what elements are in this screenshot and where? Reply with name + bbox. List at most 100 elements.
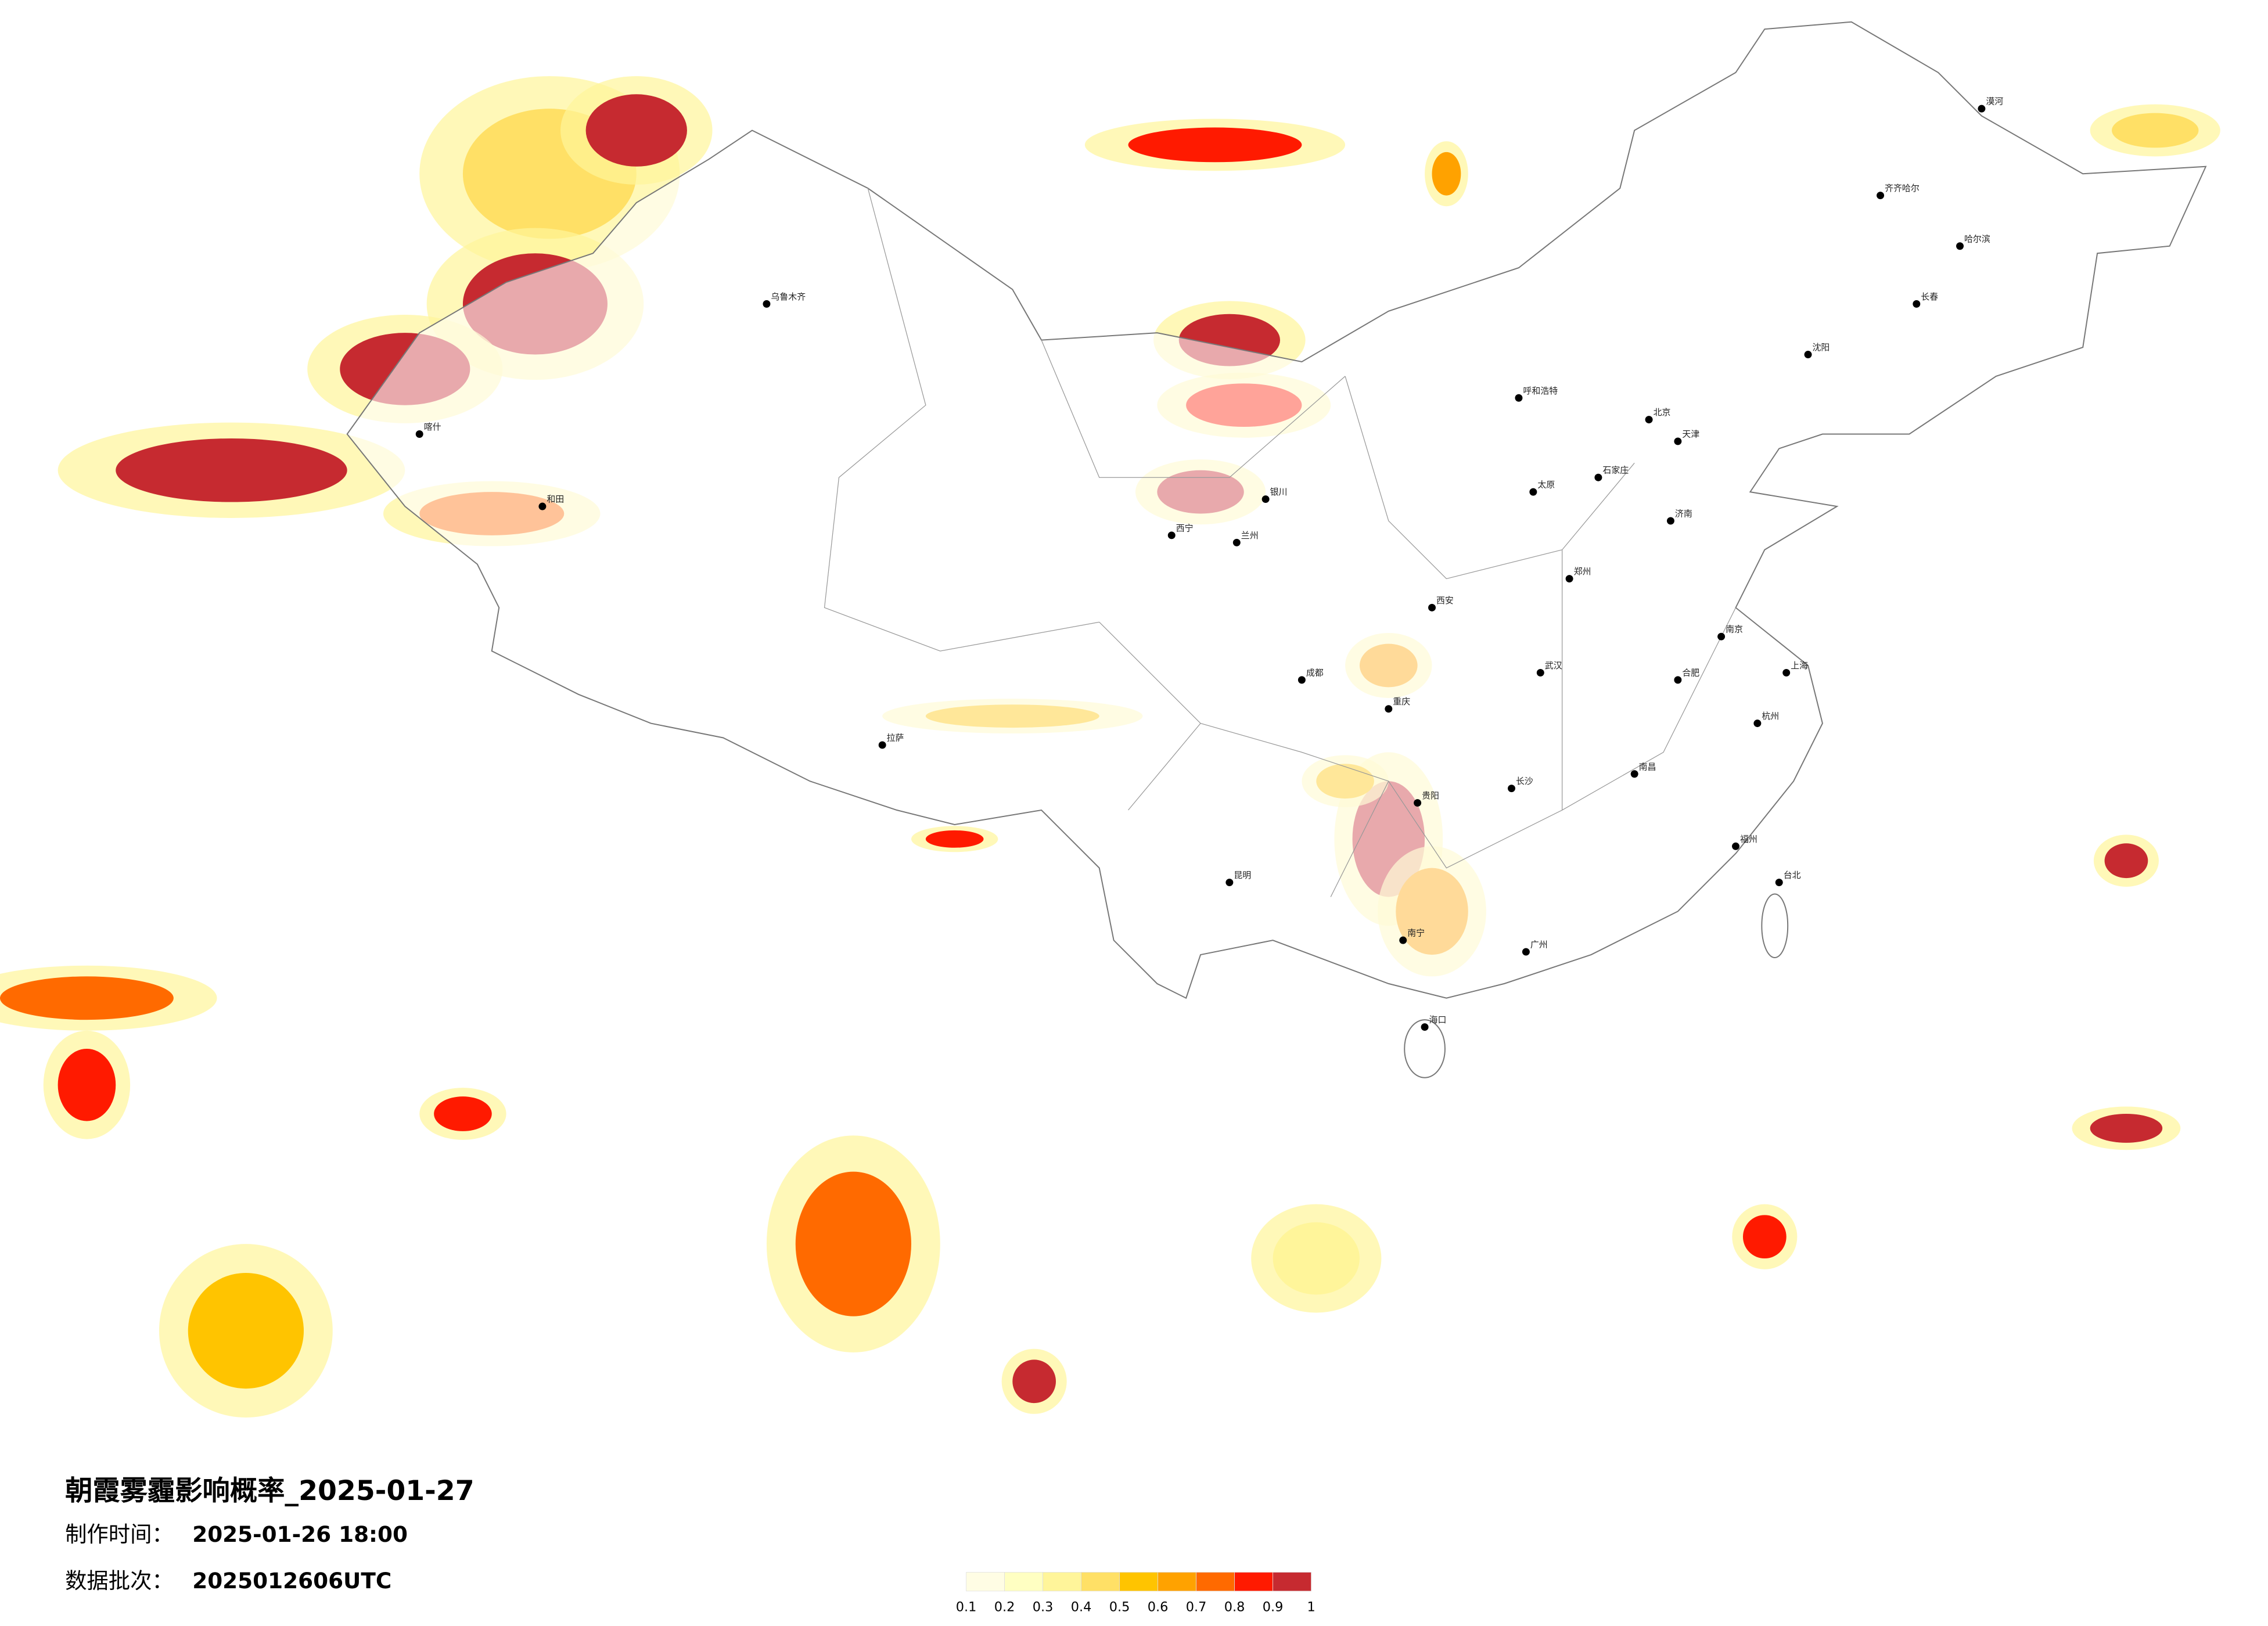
city-label: 西安 (1436, 595, 1454, 606)
city-dot (1877, 192, 1885, 200)
haze-area (925, 830, 984, 848)
production-label: 制作时间： (65, 1521, 174, 1547)
legend-tick: 0.3 (1033, 1600, 1054, 1615)
city-label: 齐齐哈尔 (1885, 183, 1920, 193)
city-dot (1167, 531, 1176, 539)
city-dot (1421, 1023, 1429, 1031)
city-dot (1428, 603, 1436, 611)
city-dot (1297, 676, 1306, 684)
legend-swatch (1158, 1572, 1196, 1592)
city-label: 兰州 (1241, 530, 1259, 541)
city-dot (1630, 770, 1638, 778)
city-dot (1261, 495, 1270, 503)
city-dot (1674, 676, 1682, 684)
city-dot (1666, 517, 1674, 525)
legend-tick: 0.8 (1224, 1600, 1245, 1615)
city-label: 天津 (1682, 429, 1699, 439)
legend-tick: 0.1 (956, 1600, 977, 1615)
city-label: 拉萨 (887, 732, 904, 743)
legend-swatch (1043, 1572, 1081, 1592)
province-borders (824, 188, 1737, 897)
haze-area (585, 94, 687, 167)
city-dot (763, 300, 771, 308)
legend-tick: 1 (1307, 1600, 1315, 1615)
city-label: 长沙 (1516, 776, 1533, 786)
legend-tick: 0.2 (994, 1600, 1015, 1615)
city-label: 呼和浩特 (1523, 386, 1558, 396)
production-time: 2025-01-26 18:00 (192, 1521, 408, 1547)
hainan (1404, 1019, 1446, 1078)
city-dot (1956, 242, 1964, 250)
city-label: 济南 (1675, 508, 1692, 519)
city-label: 昆明 (1234, 870, 1251, 880)
city-label: 合肥 (1682, 667, 1699, 678)
city-dot (1913, 300, 1921, 308)
city-dot (1232, 538, 1241, 546)
city-label: 北京 (1654, 407, 1671, 418)
city-dot (1529, 488, 1537, 496)
haze-area (188, 1272, 304, 1389)
legend-swatch (1081, 1572, 1120, 1592)
city-dot (1732, 842, 1739, 850)
city-dot (1674, 437, 1682, 445)
city-dot (1594, 473, 1602, 481)
city-label: 和田 (547, 494, 564, 505)
haze-area (1012, 1359, 1056, 1404)
city-dot (1385, 705, 1393, 713)
haze-area (57, 1048, 116, 1121)
city-label: 重庆 (1393, 696, 1410, 707)
city-label: 石家庄 (1602, 465, 1629, 476)
legend-swatch (1196, 1572, 1235, 1592)
city-label: 银川 (1270, 487, 1288, 497)
city-label: 杭州 (1762, 711, 1779, 721)
city-dot (1522, 948, 1530, 956)
city-label: 沈阳 (1813, 342, 1830, 352)
city-label: 长春 (1921, 292, 1938, 302)
haze-area (2104, 843, 2148, 879)
city-label: 海口 (1429, 1015, 1447, 1025)
haze-area (2112, 113, 2199, 148)
legend-swatch (1234, 1572, 1273, 1592)
legend-tick: 0.7 (1186, 1600, 1207, 1615)
batch: 2025012606UTC (192, 1568, 391, 1593)
legend-tick: 0.4 (1071, 1600, 1092, 1615)
legend-tick: 0.9 (1263, 1600, 1284, 1615)
city-label: 郑州 (1574, 566, 1591, 577)
city-label: 南宁 (1407, 928, 1425, 938)
legend-swatch (1119, 1572, 1158, 1592)
city-dot (1775, 879, 1783, 887)
haze-area (434, 1096, 492, 1131)
city-label: 西宁 (1176, 523, 1194, 533)
city-dot (1978, 105, 1986, 113)
city-dot (1508, 785, 1515, 793)
batch-label: 数据批次： (65, 1568, 174, 1593)
city-dot (878, 741, 886, 749)
city-label: 南昌 (1639, 761, 1656, 772)
city-dot (415, 430, 423, 438)
city-dot (1536, 668, 1544, 677)
city-label: 福州 (1740, 834, 1757, 844)
city-label: 哈尔滨 (1964, 233, 1990, 244)
legend-swatch (966, 1572, 1005, 1592)
title: 朝霞雾霾影响概率_2025-01-27 (65, 1475, 475, 1507)
haze-area (2090, 1114, 2163, 1143)
city-label: 上海 (1791, 660, 1808, 671)
city-dot (1225, 879, 1234, 887)
legend-swatch (1004, 1572, 1043, 1592)
legend-tick: 0.5 (1109, 1600, 1130, 1615)
city-label: 漠河 (1986, 96, 2003, 107)
haze-area (795, 1171, 911, 1316)
city-dot (1753, 720, 1762, 728)
city-dot (1414, 799, 1422, 807)
taiwan (1761, 893, 1789, 959)
city-dot (1565, 575, 1573, 583)
legend-tick: 0.6 (1148, 1600, 1169, 1615)
city-label: 成都 (1306, 667, 1324, 678)
haze-area (1432, 152, 1461, 196)
city-label: 武汉 (1545, 660, 1562, 671)
city-dot (1515, 394, 1523, 402)
city-label: 乌鲁木齐 (771, 292, 806, 302)
legend: 0.1 0.2 0.3 0.4 0.5 0.6 0.7 0.8 0.9 1 (956, 1572, 1315, 1615)
